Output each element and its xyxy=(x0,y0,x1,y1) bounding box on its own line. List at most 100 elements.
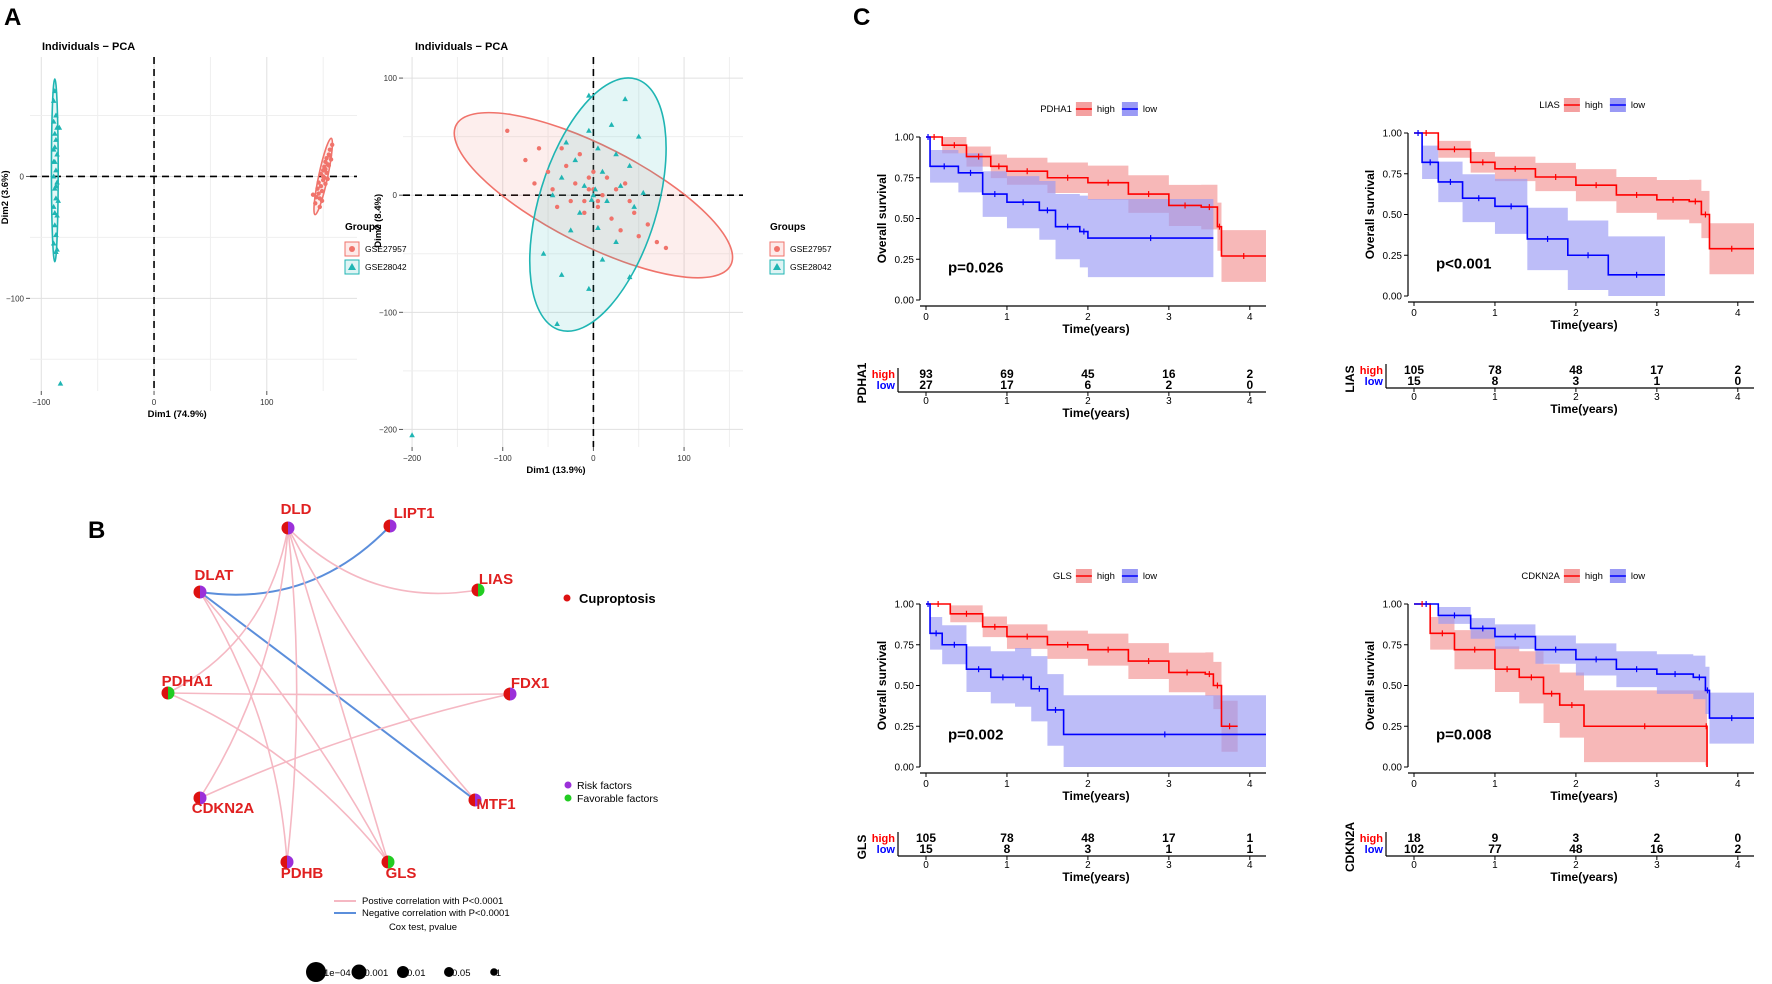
pca-legend-label: GSE27957 xyxy=(790,244,832,254)
pca-point-gse27957 xyxy=(632,210,637,215)
pca-point-gse27957 xyxy=(582,198,587,204)
pca-point-gse28042 xyxy=(52,130,58,136)
km-pvalue: p<0.001 xyxy=(1436,255,1491,272)
pca-point-gse28042 xyxy=(54,151,60,157)
legend-risk-label: Risk factors xyxy=(577,780,632,792)
risk-table-x-tick-label: 1 xyxy=(1492,392,1498,403)
risk-table-low-count: 2 xyxy=(1734,842,1741,856)
risk-table-gene-label: CDKN2A xyxy=(1343,822,1357,872)
risk-table-high-count: 48 xyxy=(1569,363,1583,377)
pca-point-gse28042 xyxy=(595,145,601,151)
pca-point-gse28042 xyxy=(581,182,588,188)
risk-table-x-tick-label: 2 xyxy=(1085,860,1091,871)
risk-table-low-count: 27 xyxy=(919,378,933,392)
risk-table-gene-label: LIAS xyxy=(1343,365,1357,392)
network-edge-dld-lias xyxy=(287,527,479,595)
pca-point-gse27957 xyxy=(586,175,592,180)
pca-x-tick-label: 100 xyxy=(260,398,274,407)
pca-point-gse28042 xyxy=(57,380,64,386)
km-legend-high-label: high xyxy=(1585,100,1603,111)
network-node-cdkn2a-cuproptosis-half xyxy=(193,791,200,805)
pca-point-gse28042 xyxy=(50,173,57,179)
pca-point-gse27957 xyxy=(329,142,335,147)
risk-table-x-axis-label: Time(years) xyxy=(1550,402,1617,416)
pca-point-gse27957 xyxy=(327,147,333,152)
pca-point-gse28042 xyxy=(631,203,637,209)
km-x-tick-label: 3 xyxy=(1654,308,1660,319)
km-x-axis-label: Time(years) xyxy=(1062,789,1129,803)
network-edge-pdha1-gls xyxy=(167,692,389,863)
km-y-tick-label: 0.75 xyxy=(1383,169,1403,180)
pca-y-tick-label: 100 xyxy=(384,74,398,83)
legend-favorable-label: Favorable factors xyxy=(577,793,658,805)
risk-table-x-tick-label: 4 xyxy=(1735,392,1741,403)
pca-legend-symbol xyxy=(774,246,780,252)
pca-y-axis-label: Dim2 (3.6%) xyxy=(0,170,11,224)
km-x-tick-label: 1 xyxy=(1004,312,1010,323)
pca-point-gse28042 xyxy=(50,97,57,103)
risk-table-low-count: 1 xyxy=(1166,842,1173,856)
risk-table-x-axis-label: Time(years) xyxy=(1062,870,1129,884)
network-node-dlat-cuproptosis-half xyxy=(193,585,200,599)
cox-size-dot xyxy=(351,964,367,980)
km-curve-high xyxy=(926,136,1266,257)
risk-table-x-tick-label: 3 xyxy=(1166,860,1172,871)
km-x-axis-label: Time(years) xyxy=(1062,322,1129,336)
risk-table-low-count: 15 xyxy=(1407,374,1421,388)
legend-favorable-dot xyxy=(564,794,572,802)
network-node-label-pdhb: PDHB xyxy=(281,865,324,882)
pca-point-gse27957 xyxy=(554,204,560,210)
network-edge-dlat-lipt1 xyxy=(199,525,391,596)
km-confidence-band-low xyxy=(926,137,1214,281)
pca-point-gse27957 xyxy=(505,128,510,133)
risk-table-low-label: low xyxy=(877,380,896,392)
legend-risk-dot xyxy=(564,781,572,789)
pca-point-gse28042 xyxy=(540,250,547,256)
risk-table-x-tick-label: 4 xyxy=(1247,860,1253,871)
pca-point-gse28042 xyxy=(588,196,595,202)
km-x-tick-label: 3 xyxy=(1166,779,1172,790)
pca-x-tick-label: 0 xyxy=(152,398,157,407)
pca-x-axis-label: Dim1 (74.9%) xyxy=(148,409,207,420)
network-node-label-cdkn2a: CDKN2A xyxy=(192,800,255,817)
km-x-tick-label: 1 xyxy=(1004,779,1010,790)
pca-point-gse27957 xyxy=(319,188,325,194)
pca-point-gse28042 xyxy=(55,197,61,203)
legend-negative-label: Negative correlation with P<0.0001 xyxy=(362,908,510,919)
pca-point-gse27957 xyxy=(595,198,601,204)
pca-point-gse27957 xyxy=(609,216,614,221)
network-node-lias-factor-half xyxy=(478,583,485,597)
km-x-axis-label: Time(years) xyxy=(1550,318,1617,332)
risk-table-high-count: 2 xyxy=(1246,367,1253,381)
km-y-tick-label: 1.00 xyxy=(895,133,915,144)
risk-table-low-count: 8 xyxy=(1004,842,1011,856)
legend-cuproptosis-dot xyxy=(563,594,571,602)
km-confidence-band-low xyxy=(926,604,1266,767)
risk-table-high-label: high xyxy=(872,369,895,381)
pca-legend-symbol xyxy=(773,263,781,270)
pca-legend-title: Groups xyxy=(770,222,806,233)
network-edge-dld-mtf1 xyxy=(287,527,476,801)
pca-point-gse27957 xyxy=(622,181,628,186)
network-node-pdhb-factor-half xyxy=(287,855,294,869)
risk-table-x-tick-label: 1 xyxy=(1004,860,1010,871)
cox-size-label: 0.001 xyxy=(365,968,389,979)
pca-point-gse27957 xyxy=(613,187,619,192)
risk-table-x-tick-label: 1 xyxy=(1004,396,1010,407)
pca-point-gse28042 xyxy=(558,271,565,277)
risk-table-x-axis-label: Time(years) xyxy=(1062,406,1129,420)
km-plot-gls: 0.00 0.25 0.50 0.75 1.00 0 1 2 3 4 Time(years) Over… xyxy=(855,569,1266,884)
pca-point-gse27957 xyxy=(323,166,328,172)
km-y-tick-label: 0.25 xyxy=(1383,722,1403,733)
pca-point-gse28042 xyxy=(50,203,57,209)
km-y-tick-label: 1.00 xyxy=(895,600,915,611)
risk-table-high-count: 9 xyxy=(1492,831,1499,845)
km-x-tick-label: 2 xyxy=(1573,308,1579,319)
pca-point-gse28042 xyxy=(53,136,59,142)
pca-x-axis-label: Dim1 (13.9%) xyxy=(526,465,585,476)
risk-table-low-count: 1 xyxy=(1654,374,1661,388)
cox-size-label: 0.01 xyxy=(407,968,426,979)
pca-point-gse28042 xyxy=(549,192,556,198)
cox-size-dot xyxy=(490,968,498,976)
pca-point-gse27957 xyxy=(536,146,542,151)
